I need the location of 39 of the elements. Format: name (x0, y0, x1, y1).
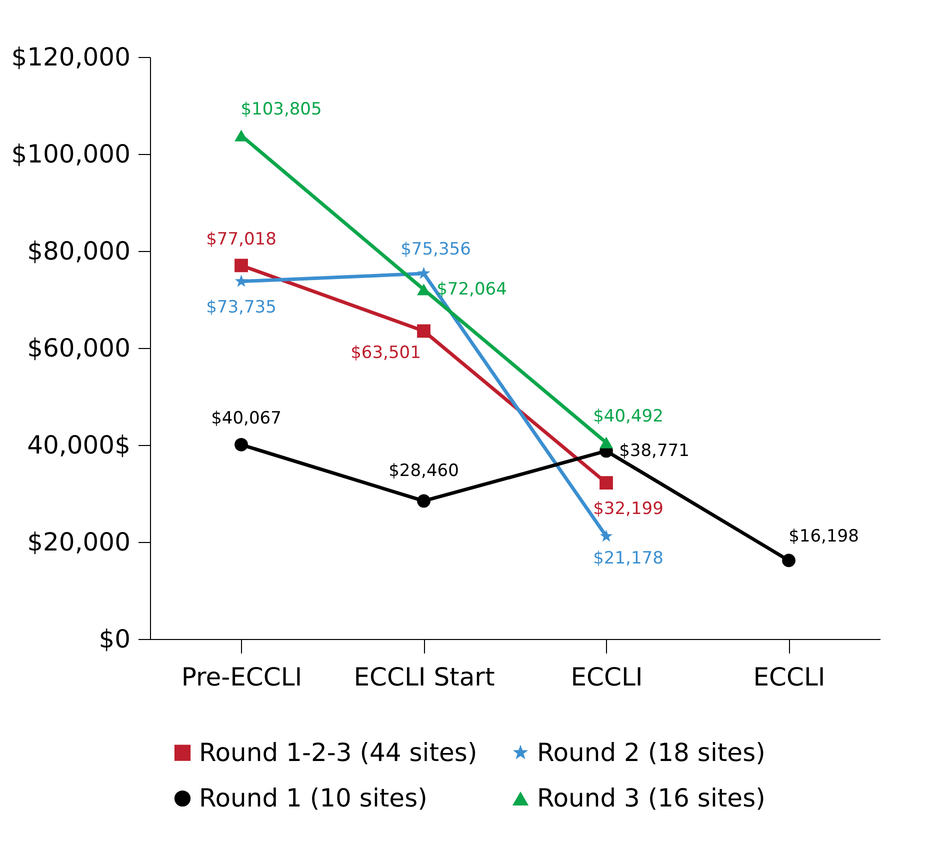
point (600, 530, 613, 542)
y-tick-label: $80,000 (27, 236, 130, 266)
point (234, 130, 248, 142)
data-label: $40,492 (593, 406, 664, 427)
x-tick-label: ECCLI (570, 662, 643, 692)
legend-label: Round 1-2-3 (44 sites) (199, 738, 478, 767)
legend-label: Round 3 (16 sites) (537, 784, 766, 812)
point (417, 266, 430, 279)
y-tick-label: $100,000 (11, 140, 130, 168)
y-tick-label: 40,000$ (27, 430, 130, 460)
data-label: $103,805 (240, 100, 322, 120)
data-label: $38,771 (619, 440, 690, 461)
x-tick-label: ECCLI (753, 662, 826, 692)
data-label: $28,460 (388, 460, 459, 481)
y-tick-label: $120,000 (11, 42, 130, 72)
data-label: $63,501 (350, 343, 421, 364)
x-tick-label: Pre-ECCLI (181, 662, 302, 692)
data-label: $77,018 (206, 229, 276, 250)
point (234, 438, 248, 452)
y-tick-label: $20,000 (27, 528, 130, 556)
point (600, 436, 613, 448)
data-label: $16,198 (788, 526, 859, 546)
y-tick-label: $0 (98, 624, 130, 654)
point (234, 274, 248, 287)
point (417, 324, 430, 338)
point (600, 476, 613, 490)
legend-label: Round 1 (10 sites) (199, 784, 428, 812)
data-label: $40,067 (211, 408, 282, 429)
data-label: $73,735 (206, 297, 276, 318)
point (234, 258, 248, 272)
data-label: $21,178 (593, 548, 664, 568)
y-tick-label: $60,000 (27, 334, 130, 362)
point (782, 554, 796, 568)
data-label: $72,064 (436, 279, 507, 300)
data-label: $75,356 (400, 240, 471, 260)
point (417, 494, 430, 508)
data-label: $32,199 (593, 498, 664, 519)
legend-label: Round 2 (18 sites) (537, 738, 766, 767)
x-tick-label: ECCLI Start (354, 662, 495, 692)
